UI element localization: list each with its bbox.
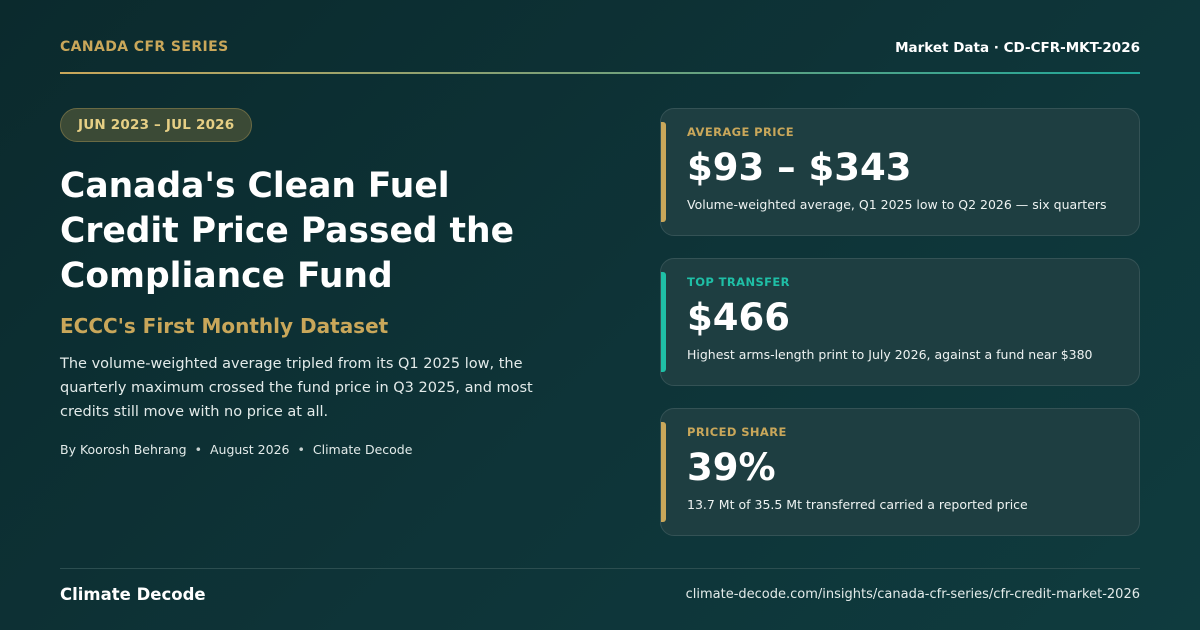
date-range-badge: JUN 2023 – JUL 2026 [60,108,253,142]
card-accent-bar [661,422,666,522]
byline-separator: • [194,442,202,457]
card-value: $466 [687,296,790,339]
byline: By Koorosh Behrang • August 2026 • Clima… [60,442,412,457]
card-description: Volume-weighted average, Q1 2025 low to … [687,197,1107,212]
stat-card-priced-share: PRICED SHARE 39% 13.7 Mt of 35.5 Mt tran… [660,408,1140,536]
page-subtitle: ECCC's First Monthly Dataset [60,314,389,338]
summary-text: The volume-weighted average tripled from… [60,356,533,420]
card-value: $93 – $343 [687,146,912,189]
byline-author: By Koorosh Behrang [60,442,187,457]
footer-brand: Climate Decode [60,585,206,604]
byline-publisher: Climate Decode [312,442,413,457]
market-data-label: Market Data · CD-CFR-MKT-2026 [895,40,1140,56]
byline-date: August 2026 [209,442,290,457]
footer-url-link[interactable]: climate-decode.com/insights/canada-cfr-s… [685,587,1140,602]
footer-divider [60,568,1140,569]
card-accent-bar [661,122,666,222]
card-accent-bar [661,272,666,372]
card-label: TOP TRANSFER [687,275,790,289]
card-description: Highest arms-length print to July 2026, … [687,347,1093,362]
series-label: CANADA CFR SERIES [60,39,229,55]
header-divider [60,72,1140,74]
stat-card-average-price: AVERAGE PRICE $93 – $343 Volume-weighted… [660,108,1140,236]
card-description: 13.7 Mt of 35.5 Mt transferred carried a… [687,497,1028,512]
byline-separator: • [297,442,305,457]
card-label: AVERAGE PRICE [687,125,794,139]
page-title: Canada's Clean Fuel Credit Price Passed … [60,166,515,296]
stat-card-top-transfer: TOP TRANSFER $466 Highest arms-length pr… [660,258,1140,386]
card-value: 39% [687,446,776,489]
card-label: PRICED SHARE [687,425,787,439]
